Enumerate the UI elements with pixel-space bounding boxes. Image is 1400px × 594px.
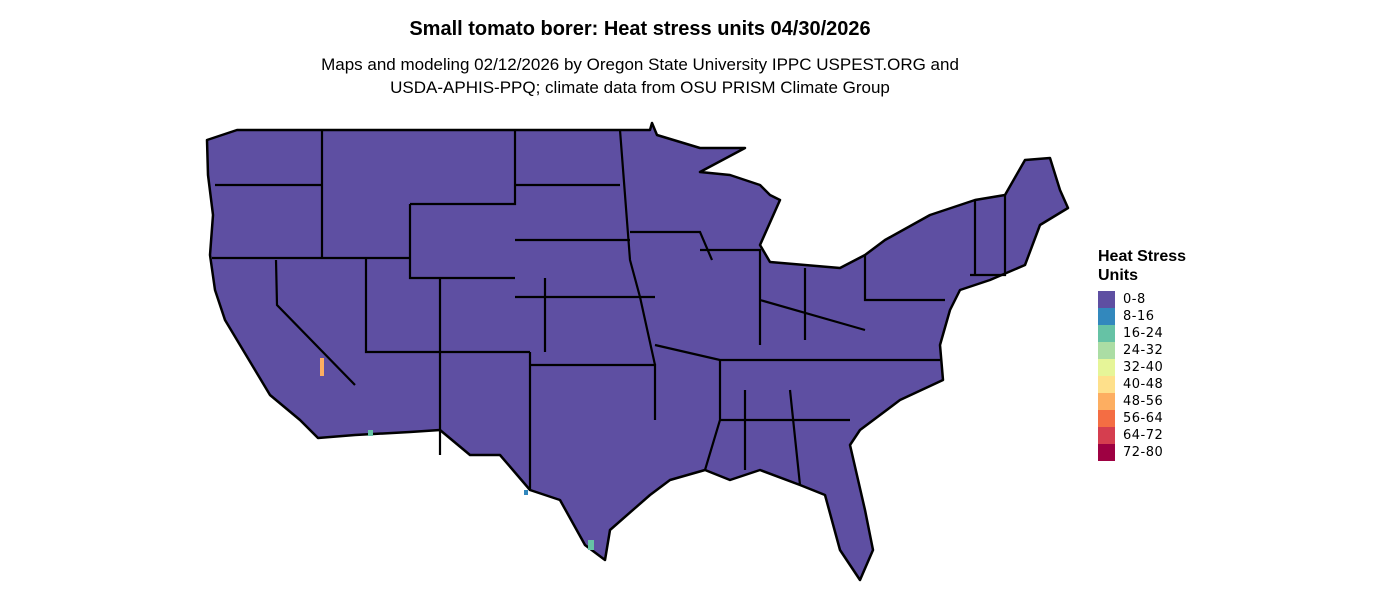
legend-label: 40-48 <box>1123 377 1164 392</box>
legend-label: 16-24 <box>1123 326 1164 341</box>
legend-swatch <box>1098 410 1115 427</box>
legend-swatch <box>1098 427 1115 444</box>
legend-label: 64-72 <box>1123 428 1164 443</box>
legend-item: 56-64 <box>1098 410 1218 427</box>
legend-item: 64-72 <box>1098 427 1218 444</box>
legend-item: 24-32 <box>1098 342 1218 359</box>
legend-label: 8-16 <box>1123 309 1155 324</box>
legend-item: 0-8 <box>1098 291 1218 308</box>
legend-label: 72-80 <box>1123 445 1164 460</box>
legend: Heat Stress Units 0-8 8-16 16-24 24-32 32-40… <box>1098 247 1218 461</box>
legend-swatch <box>1098 393 1115 410</box>
legend-swatch <box>1098 342 1115 359</box>
state-borders <box>212 129 1007 490</box>
map-title: Small tomato borer: Heat stress units 04… <box>409 18 871 40</box>
subtitle-line-2: USDA-APHIS-PPQ; climate data from OSU PR… <box>390 78 890 97</box>
legend-title-line-1: Heat Stress <box>1098 248 1187 265</box>
legend-item: 8-16 <box>1098 308 1218 325</box>
legend-swatch <box>1098 376 1115 393</box>
subtitle-line-1: Maps and modeling 02/12/2026 by Oregon S… <box>321 55 959 74</box>
legend-label: 24-32 <box>1123 343 1164 358</box>
legend-label: 32-40 <box>1123 360 1164 375</box>
legend-label: 48-56 <box>1123 394 1164 409</box>
legend-item: 32-40 <box>1098 359 1218 376</box>
high-heat-spots <box>320 358 594 550</box>
legend-swatch <box>1098 291 1115 308</box>
legend-swatch <box>1098 444 1115 461</box>
conus-outline <box>205 121 1070 582</box>
legend-title-line-2: Units <box>1098 267 1138 284</box>
legend-label: 56-64 <box>1123 411 1164 426</box>
legend-item: 16-24 <box>1098 325 1218 342</box>
legend-swatch <box>1098 359 1115 376</box>
legend-label: 0-8 <box>1123 292 1146 307</box>
legend-swatch <box>1098 308 1115 325</box>
legend-swatch <box>1098 325 1115 342</box>
legend-item: 72-80 <box>1098 444 1218 461</box>
legend-item: 48-56 <box>1098 393 1218 410</box>
legend-item: 40-48 <box>1098 376 1218 393</box>
legend-title: Heat Stress Units <box>1098 247 1218 285</box>
